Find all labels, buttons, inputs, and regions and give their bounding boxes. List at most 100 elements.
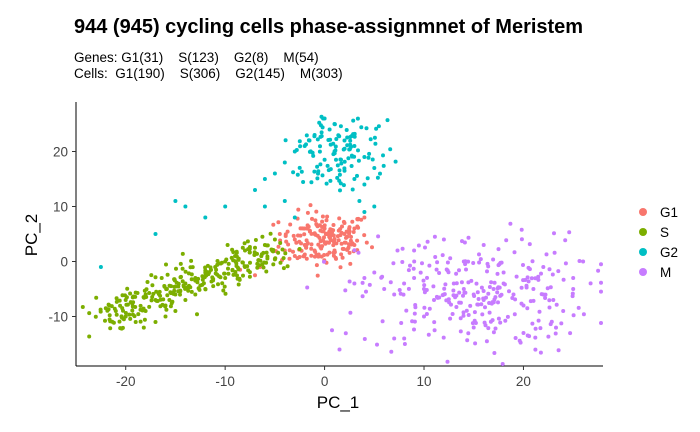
- point-M: [490, 318, 495, 323]
- point-M: [459, 280, 464, 285]
- point-G2: [312, 134, 317, 139]
- point-S: [233, 270, 238, 274]
- point-M: [599, 262, 603, 267]
- point-G2: [319, 134, 324, 139]
- point-G2: [318, 162, 323, 167]
- point-S: [107, 313, 112, 318]
- point-S: [138, 319, 143, 324]
- point-G2: [297, 139, 302, 144]
- point-S: [223, 291, 228, 296]
- point-G2: [381, 163, 386, 168]
- point-S: [141, 325, 146, 330]
- point-G2: [338, 124, 343, 129]
- point-G2: [374, 126, 379, 131]
- point-S: [130, 312, 135, 317]
- point-G1: [333, 255, 338, 260]
- point-M: [450, 312, 455, 316]
- point-G1: [296, 207, 301, 212]
- point-M: [554, 325, 558, 330]
- point-M: [526, 279, 531, 284]
- point-M: [511, 292, 516, 297]
- point-G2: [331, 152, 336, 157]
- point-G1: [312, 231, 317, 236]
- point-M: [362, 276, 367, 280]
- point-G1: [349, 234, 353, 239]
- point-M: [473, 341, 478, 346]
- point-S: [144, 295, 149, 299]
- point-S: [153, 320, 158, 324]
- series-G2: [98, 114, 398, 269]
- point-S: [180, 251, 185, 256]
- point-M: [495, 271, 500, 276]
- point-S: [142, 317, 147, 322]
- point-G1: [323, 241, 328, 246]
- point-G1: [305, 210, 310, 215]
- point-M: [538, 326, 543, 331]
- point-S: [269, 247, 274, 252]
- point-G2: [372, 135, 377, 140]
- point-M: [461, 310, 466, 315]
- point-G2: [348, 138, 353, 143]
- point-M: [570, 294, 575, 299]
- point-M: [599, 280, 603, 285]
- point-M: [454, 281, 459, 286]
- point-G2: [385, 118, 390, 123]
- point-G1: [317, 223, 322, 228]
- point-S: [252, 252, 257, 257]
- point-G1: [315, 273, 320, 278]
- legend-key-G2: [639, 248, 647, 256]
- point-G2: [321, 116, 326, 121]
- legend-key-S: [639, 228, 647, 236]
- point-G2: [375, 175, 380, 180]
- point-S: [183, 269, 188, 274]
- point-M: [322, 259, 326, 264]
- point-M: [330, 328, 334, 333]
- point-S: [150, 283, 155, 288]
- point-S: [178, 292, 182, 297]
- point-G2: [315, 176, 320, 181]
- legend-label-M: M: [660, 265, 671, 280]
- point-G1: [321, 229, 326, 234]
- point-S: [215, 272, 220, 277]
- point-M: [474, 281, 479, 286]
- point-S: [205, 270, 210, 275]
- point-M: [496, 316, 501, 321]
- point-G2: [372, 204, 377, 209]
- point-G1: [305, 226, 310, 231]
- point-G1: [316, 252, 321, 257]
- point-S: [222, 284, 227, 289]
- point-M: [483, 323, 488, 328]
- point-M: [537, 309, 542, 314]
- point-M: [484, 339, 489, 344]
- point-G2: [337, 178, 342, 183]
- point-M: [527, 242, 532, 247]
- point-G1: [302, 232, 307, 237]
- point-G2: [318, 123, 323, 128]
- point-M: [539, 271, 543, 276]
- point-M: [437, 295, 442, 300]
- point-S: [119, 314, 124, 319]
- point-M: [435, 260, 440, 265]
- point-G1: [314, 209, 319, 214]
- point-M: [545, 286, 550, 291]
- point-G1: [370, 245, 374, 250]
- point-M: [367, 282, 372, 287]
- point-S: [261, 265, 266, 270]
- point-G1: [325, 214, 330, 219]
- point-G2: [345, 135, 350, 140]
- point-G1: [347, 231, 352, 236]
- point-G2: [183, 204, 188, 209]
- point-S: [149, 273, 154, 278]
- point-S: [130, 308, 135, 313]
- point-S: [225, 243, 230, 247]
- point-G2: [359, 125, 364, 130]
- point-S: [145, 280, 150, 284]
- point-S: [278, 260, 283, 265]
- point-S: [151, 291, 156, 296]
- point-G1: [325, 252, 330, 257]
- point-G2: [311, 153, 316, 158]
- point-G1: [347, 250, 352, 255]
- point-G2: [338, 188, 342, 193]
- point-G2: [298, 144, 303, 149]
- point-G2: [98, 265, 103, 269]
